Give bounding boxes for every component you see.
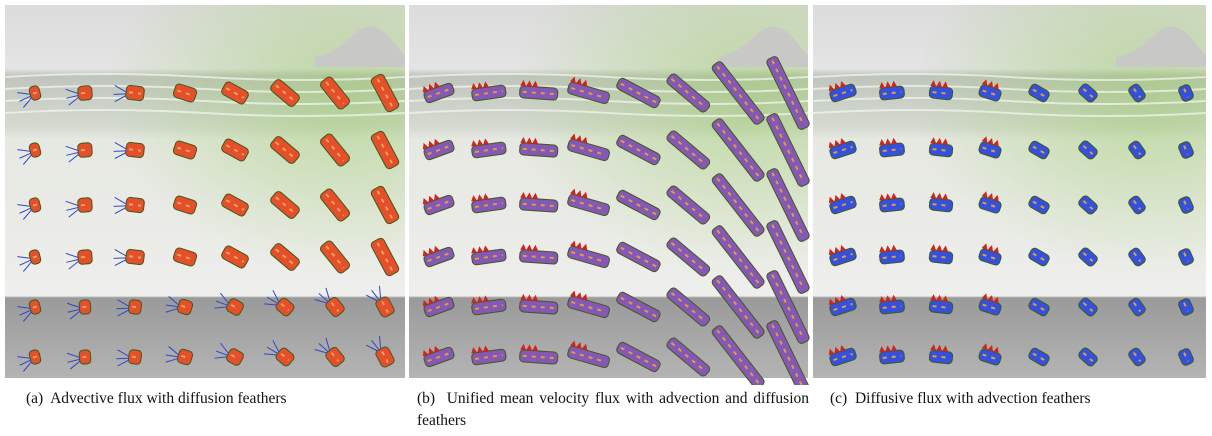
figure: (a) Advective flux with diffusion feathe…: [0, 0, 1212, 436]
glyph-body: [125, 249, 145, 265]
caption-text: Unified mean velocity flux with advectio…: [417, 390, 809, 429]
panel-image: [5, 5, 405, 378]
glyph-body: [125, 142, 145, 158]
caption: (c) Diffusive flux with advection feathe…: [830, 388, 1210, 410]
panel-image: [409, 5, 810, 385]
caption: (b) Unified mean velocity flux with adve…: [417, 388, 809, 432]
glyph-body: [125, 197, 145, 213]
glyph-body: [125, 85, 145, 101]
caption-label: (c): [830, 390, 847, 407]
caption-label: (a): [26, 390, 43, 407]
glyph-stripe: [33, 204, 37, 205]
caption-text: Advective flux with diffusion feathers: [50, 390, 286, 407]
renderings: [0, 0, 1212, 385]
caption: (a) Advective flux with diffusion feathe…: [26, 388, 406, 410]
glyph-stripe: [33, 256, 37, 257]
glyph-stripe: [33, 149, 37, 150]
glyph-stripe: [33, 356, 37, 357]
glyph-stripe: [33, 92, 37, 93]
glyph-stripe: [33, 306, 37, 307]
panel-image: [813, 5, 1206, 378]
caption-label: (b): [417, 390, 435, 407]
caption-text: Diffusive flux with advection feathers: [855, 390, 1091, 407]
